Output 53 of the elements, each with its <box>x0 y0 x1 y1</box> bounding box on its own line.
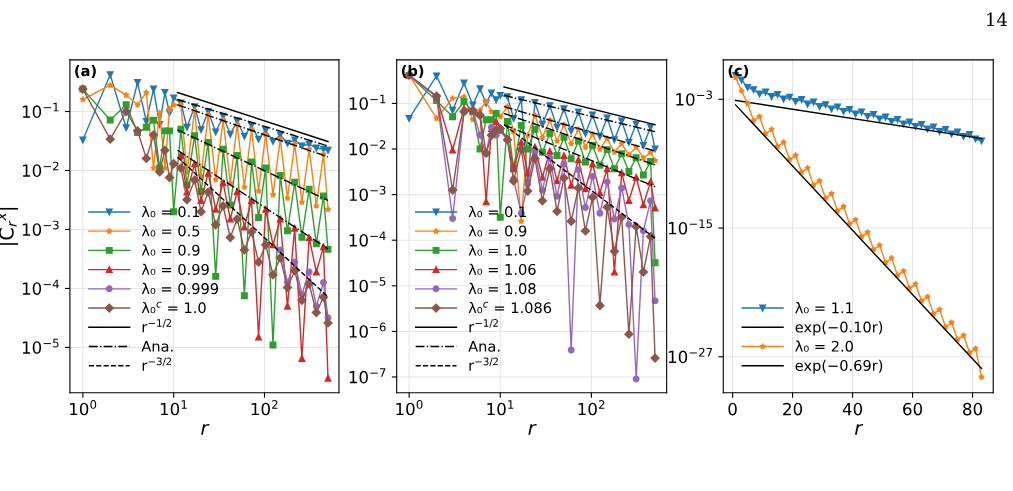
y-tick-label: 10$^{−1}$ <box>22 102 59 118</box>
y-tick-label: 10$^{−5}$ <box>22 338 59 354</box>
legend-label: λ₀ = 1.08 <box>468 282 536 295</box>
annotation: (c) <box>728 64 749 78</box>
legend-label: r$^{−1/2}$ <box>469 319 498 333</box>
x-tick-label: 10$^{2}$ <box>251 400 278 416</box>
x-axis-title: r <box>201 423 210 435</box>
x-tick-label: 60 <box>903 402 923 416</box>
y-tick-label: 10$^{−4}$ <box>349 231 386 247</box>
legend-label: λ₀ = 0.99 <box>141 263 209 275</box>
y-tick-label: 10$^{−1}$ <box>349 94 386 110</box>
legend-label: λ₀$^{c}$ = 1.086 <box>468 301 552 314</box>
x-tick-label: 10$^{1}$ <box>160 400 187 416</box>
legend-label: r$^{−1/2}$ <box>142 319 172 333</box>
x-tick-label: 10$^{0}$ <box>396 400 423 416</box>
y-tick-label: 10$^{−3}$ <box>22 220 59 236</box>
annotation: (a) <box>75 64 96 78</box>
legend-label: λ₀$^{c}$ = 1.0 <box>141 301 206 314</box>
x-axis-title: r <box>854 423 864 435</box>
x-tick-label: 80 <box>963 402 983 416</box>
y-tick-label: 10$^{−4}$ <box>22 279 59 295</box>
legend-label: λ₀ = 0.9 <box>141 244 200 256</box>
x-tick-label: 0 <box>728 402 737 416</box>
legend-label: exp(−0.69r) <box>795 359 883 374</box>
legend-label: λ₀ = 1.1 <box>795 302 853 314</box>
legend-label: λ₀ = 0.5 <box>141 225 200 237</box>
y-tick-label: 10$^{−27}$ <box>668 347 713 364</box>
legend-label: λ₀ = 1.0 <box>468 244 527 256</box>
text: 14 <box>987 12 1008 26</box>
y-tick-label: 10$^{−2}$ <box>349 140 386 156</box>
x-tick-label: 20 <box>783 402 803 416</box>
annotation: (b) <box>401 64 424 78</box>
x-axis-title: r <box>528 423 537 435</box>
y-tick-label: 10$^{−3}$ <box>676 90 713 106</box>
legend-label: exp(−0.10r) <box>795 321 883 336</box>
y-tick-label: 10$^{−3}$ <box>349 185 386 202</box>
y-tick-label: 10$^{−6}$ <box>349 322 386 338</box>
legend-label: λ₀ = 0.999 <box>141 282 219 295</box>
y-tick-label: 10$^{−7}$ <box>349 368 386 384</box>
legend-label: Ana. <box>468 340 500 352</box>
y-tick-label: 10$^{−5}$ <box>349 277 386 293</box>
legend-label: r$^{−3/2}$ <box>142 357 172 371</box>
x-tick-label: 10$^{0}$ <box>70 400 97 416</box>
y-tick-label: 10$^{−2}$ <box>22 161 59 177</box>
x-tick-label: 10$^{1}$ <box>487 400 514 416</box>
legend-label: Ana. <box>141 340 173 352</box>
y-tick-label: 10$^{−15}$ <box>668 219 713 235</box>
legend-label: λ₀ = 1.06 <box>468 263 536 275</box>
x-tick-label: 40 <box>842 402 863 416</box>
x-tick-label: 10$^{2}$ <box>578 400 605 416</box>
legend-label: λ₀ = 0.9 <box>468 225 527 237</box>
legend-label: λ₀ = 2.0 <box>795 340 853 352</box>
legend-label: r$^{−3/2}$ <box>469 357 498 371</box>
